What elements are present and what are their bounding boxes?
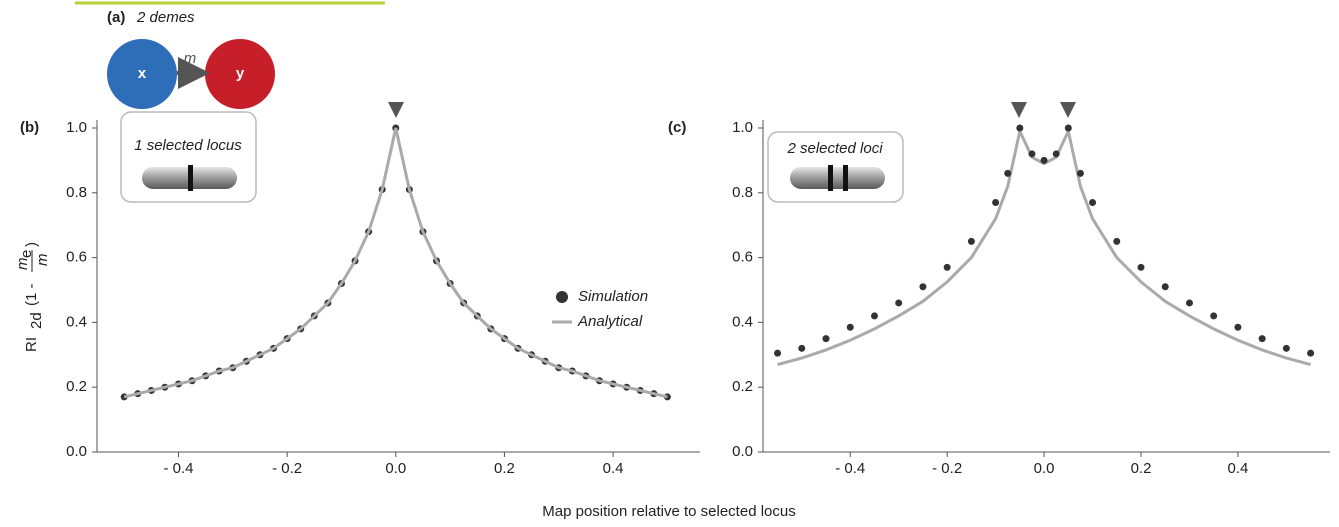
simulation-point (774, 350, 781, 357)
y-tick-label: 1.0 (66, 119, 87, 136)
x-tick-label: 0.2 (494, 460, 515, 477)
y-tick-label: 0.8 (732, 184, 753, 201)
y-axis-label: RI 2d (1 - m e m ) (14, 242, 51, 352)
ylabel-part: RI (23, 337, 40, 352)
x-tick-label: - 0.2 (272, 460, 302, 477)
x-tick-label: 0.4 (1227, 460, 1248, 477)
edge-label: m (184, 50, 197, 67)
y-tick-label: 0.4 (66, 313, 87, 330)
simulation-point (1113, 238, 1120, 245)
simulation-point (871, 312, 878, 319)
locus-marker (188, 165, 193, 191)
ylabel-part: m (14, 258, 31, 271)
simulation-point (1065, 125, 1072, 132)
figure: (a) 2 demes x y m (b) (c) 1 selected loc… (0, 0, 1339, 527)
x-tick-label: - 0.2 (932, 460, 962, 477)
simulation-point (1089, 199, 1096, 206)
simulation-point (968, 238, 975, 245)
simulation-point (1077, 170, 1084, 177)
panel-label: (c) (668, 119, 686, 136)
node-label: x (138, 65, 147, 82)
y-tick-label: 0.8 (66, 184, 87, 201)
inset-label: 1 selected locus (134, 137, 242, 154)
y-tick-label: 0.4 (732, 313, 753, 330)
simulation-point (1004, 170, 1011, 177)
x-tick-label: - 0.4 (163, 460, 193, 477)
locus-marker (843, 165, 848, 191)
legend-label: Analytical (577, 313, 643, 330)
y-tick-label: 0.0 (66, 443, 87, 460)
simulation-point (1162, 283, 1169, 290)
locus-marker (828, 165, 833, 191)
simulation-point (1210, 312, 1217, 319)
simulation-point (895, 299, 902, 306)
inset-label: 2 selected loci (786, 140, 883, 157)
x-tick-label: 0.0 (385, 460, 406, 477)
panel-label: (b) (20, 119, 39, 136)
simulation-point (944, 264, 951, 271)
y-tick-label: 0.2 (66, 378, 87, 395)
simulation-point (798, 345, 805, 352)
y-tick-label: 0.6 (732, 249, 753, 266)
simulation-point (1259, 335, 1266, 342)
simulation-point (847, 324, 854, 331)
y-tick-label: 0.6 (66, 249, 87, 266)
simulation-point (1283, 345, 1290, 352)
simulation-point (919, 283, 926, 290)
simulation-point (1186, 299, 1193, 306)
simulation-point (1028, 150, 1035, 157)
y-tick-label: 0.2 (732, 378, 753, 395)
ylabel-part: m (34, 254, 51, 267)
simulation-point (1016, 125, 1023, 132)
legend-label: Simulation (578, 288, 648, 305)
x-tick-label: 0.2 (1131, 460, 1152, 477)
x-axis-label: Map position relative to selected locus (542, 503, 795, 520)
ylabel-part: (1 - (23, 283, 40, 306)
diagram-title: 2 demes (136, 9, 195, 26)
simulation-point (1041, 157, 1048, 164)
y-tick-label: 0.0 (732, 443, 753, 460)
simulation-point (1138, 264, 1145, 271)
x-tick-label: - 0.4 (835, 460, 865, 477)
simulation-point (1053, 150, 1060, 157)
ylabel-part: ) (23, 242, 40, 247)
simulation-point (1234, 324, 1241, 331)
simulation-point (992, 199, 999, 206)
y-tick-label: 1.0 (732, 119, 753, 136)
panel-label: (a) (107, 9, 125, 26)
legend-swatch (556, 291, 568, 303)
x-tick-label: 0.0 (1034, 460, 1055, 477)
node-label: y (236, 65, 245, 82)
x-tick-label: 0.4 (603, 460, 624, 477)
simulation-point (1307, 350, 1314, 357)
simulation-point (823, 335, 830, 342)
chromosome (790, 167, 885, 189)
ylabel-part: 2d (28, 312, 45, 329)
